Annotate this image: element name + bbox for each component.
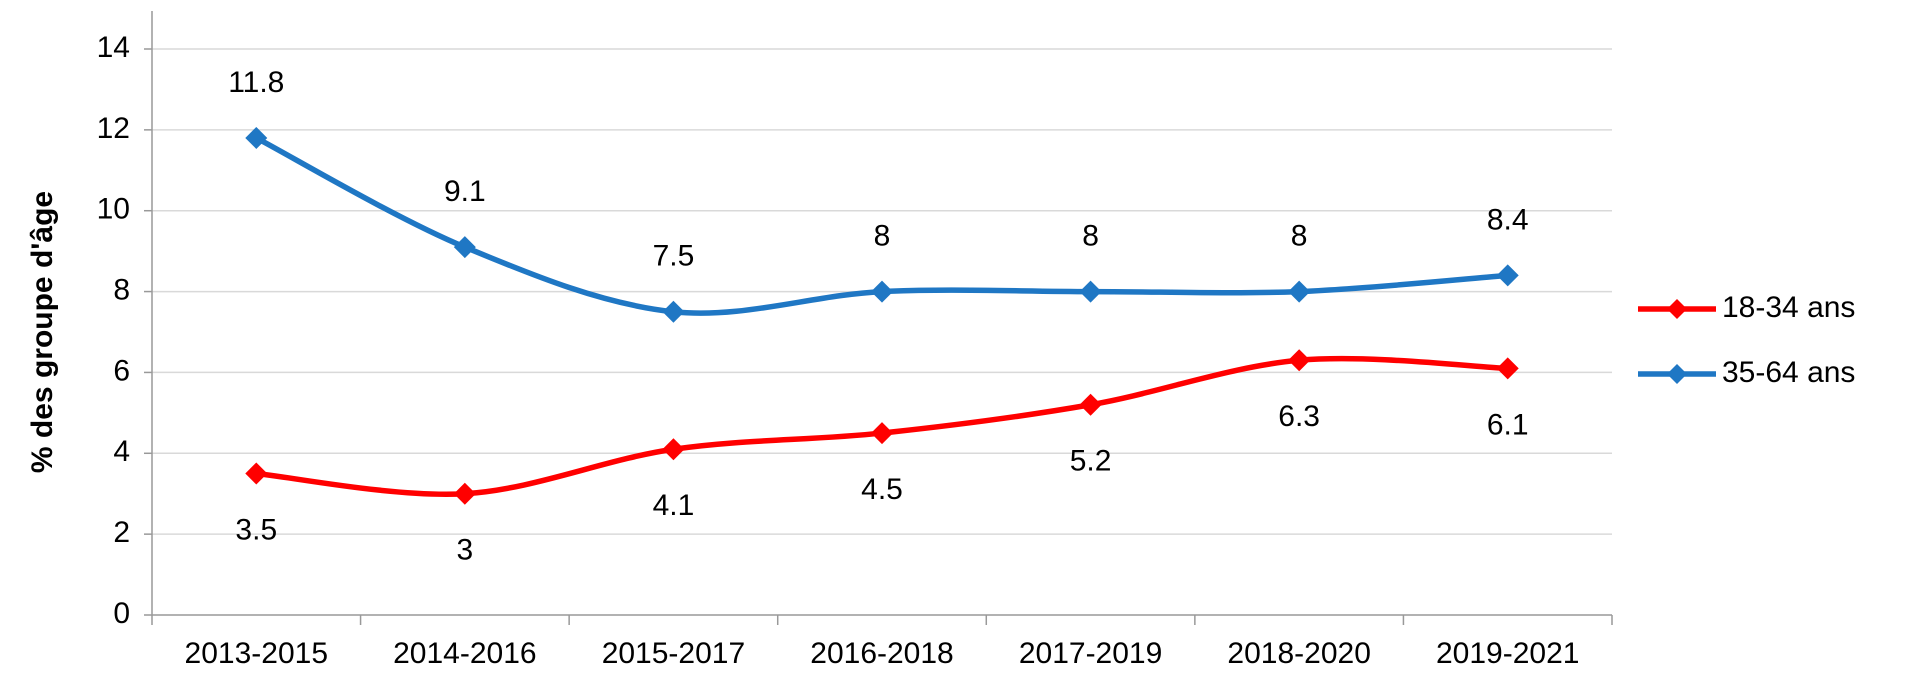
y-tick-label: 12 [97, 112, 130, 145]
marker [1079, 393, 1102, 416]
marker [1496, 357, 1519, 380]
legend-label: 18-34 ans [1722, 291, 1855, 324]
y-tick-label: 14 [97, 31, 130, 64]
data-label: 4.5 [861, 473, 903, 506]
marker [1496, 264, 1519, 287]
marker [245, 126, 268, 149]
x-tick-label: 2017-2019 [1019, 637, 1162, 670]
marker [871, 422, 893, 445]
legend-marker [1667, 299, 1687, 319]
legend-label: 35-64 ans [1722, 356, 1855, 389]
marker [662, 438, 685, 461]
data-label: 5.2 [1070, 445, 1112, 478]
y-tick-label: 4 [113, 435, 130, 468]
y-tick-label: 8 [113, 273, 130, 306]
legend-marker [1667, 364, 1687, 384]
y-axis-label: % des groupe d'âge [26, 191, 59, 473]
data-label: 9.1 [444, 175, 486, 208]
data-label: 8 [1291, 219, 1308, 252]
data-label: 8 [1082, 219, 1099, 252]
y-tick-label: 10 [97, 193, 130, 226]
data-label: 3.5 [235, 513, 277, 546]
data-label: 8.4 [1487, 203, 1529, 236]
x-tick-label: 2014-2016 [393, 637, 536, 670]
marker [1079, 280, 1102, 303]
marker [662, 300, 685, 323]
y-tick-label: 0 [113, 597, 130, 630]
marker [871, 280, 893, 303]
marker [1288, 349, 1311, 372]
y-tick-label: 6 [113, 354, 130, 387]
data-label: 7.5 [653, 240, 695, 273]
marker [245, 462, 268, 485]
data-label: 8 [874, 219, 891, 252]
data-label: 6.3 [1278, 400, 1320, 433]
marker [1288, 280, 1311, 303]
marker [453, 236, 476, 259]
x-tick-label: 2016-2018 [810, 637, 953, 670]
x-tick-label: 2018-2020 [1227, 637, 1370, 670]
data-label: 6.1 [1487, 408, 1529, 441]
x-tick-label: 2019-2021 [1436, 637, 1579, 670]
data-label: 3 [457, 534, 474, 567]
data-label: 11.8 [228, 66, 284, 99]
y-tick-label: 2 [113, 516, 130, 549]
x-tick-label: 2015-2017 [602, 637, 745, 670]
x-tick-label: 2013-2015 [185, 637, 328, 670]
marker [453, 482, 476, 505]
data-label: 4.1 [653, 489, 695, 522]
